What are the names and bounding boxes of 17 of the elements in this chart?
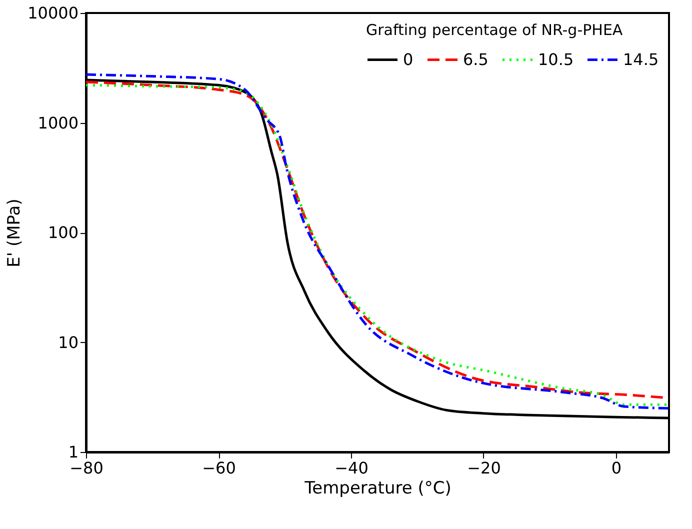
x-tick-label: −20 (467, 458, 501, 478)
x-tick-label: −80 (70, 458, 104, 478)
x-axis-title: Temperature (°C) (304, 478, 452, 498)
legend-label: 10.5 (538, 50, 574, 69)
legend-label: 6.5 (463, 50, 488, 69)
y-tick-label: 1 (68, 442, 78, 462)
y-tick-label: 10 (58, 332, 78, 352)
y-tick-label: 100 (48, 223, 78, 242)
y-axis-title: E' (MPa) (4, 198, 25, 268)
legend-title: Grafting percentage of NR-g-PHEA (366, 21, 624, 39)
legend-label: 14.5 (623, 50, 659, 69)
x-tick-label: 0 (611, 458, 622, 478)
y-tick-label: 1000 (38, 113, 78, 132)
x-tick-label: −40 (334, 458, 368, 478)
x-tick-label: −60 (202, 458, 236, 478)
legend-label: 0 (403, 50, 414, 69)
y-tick-label: 10000 (28, 4, 78, 22)
